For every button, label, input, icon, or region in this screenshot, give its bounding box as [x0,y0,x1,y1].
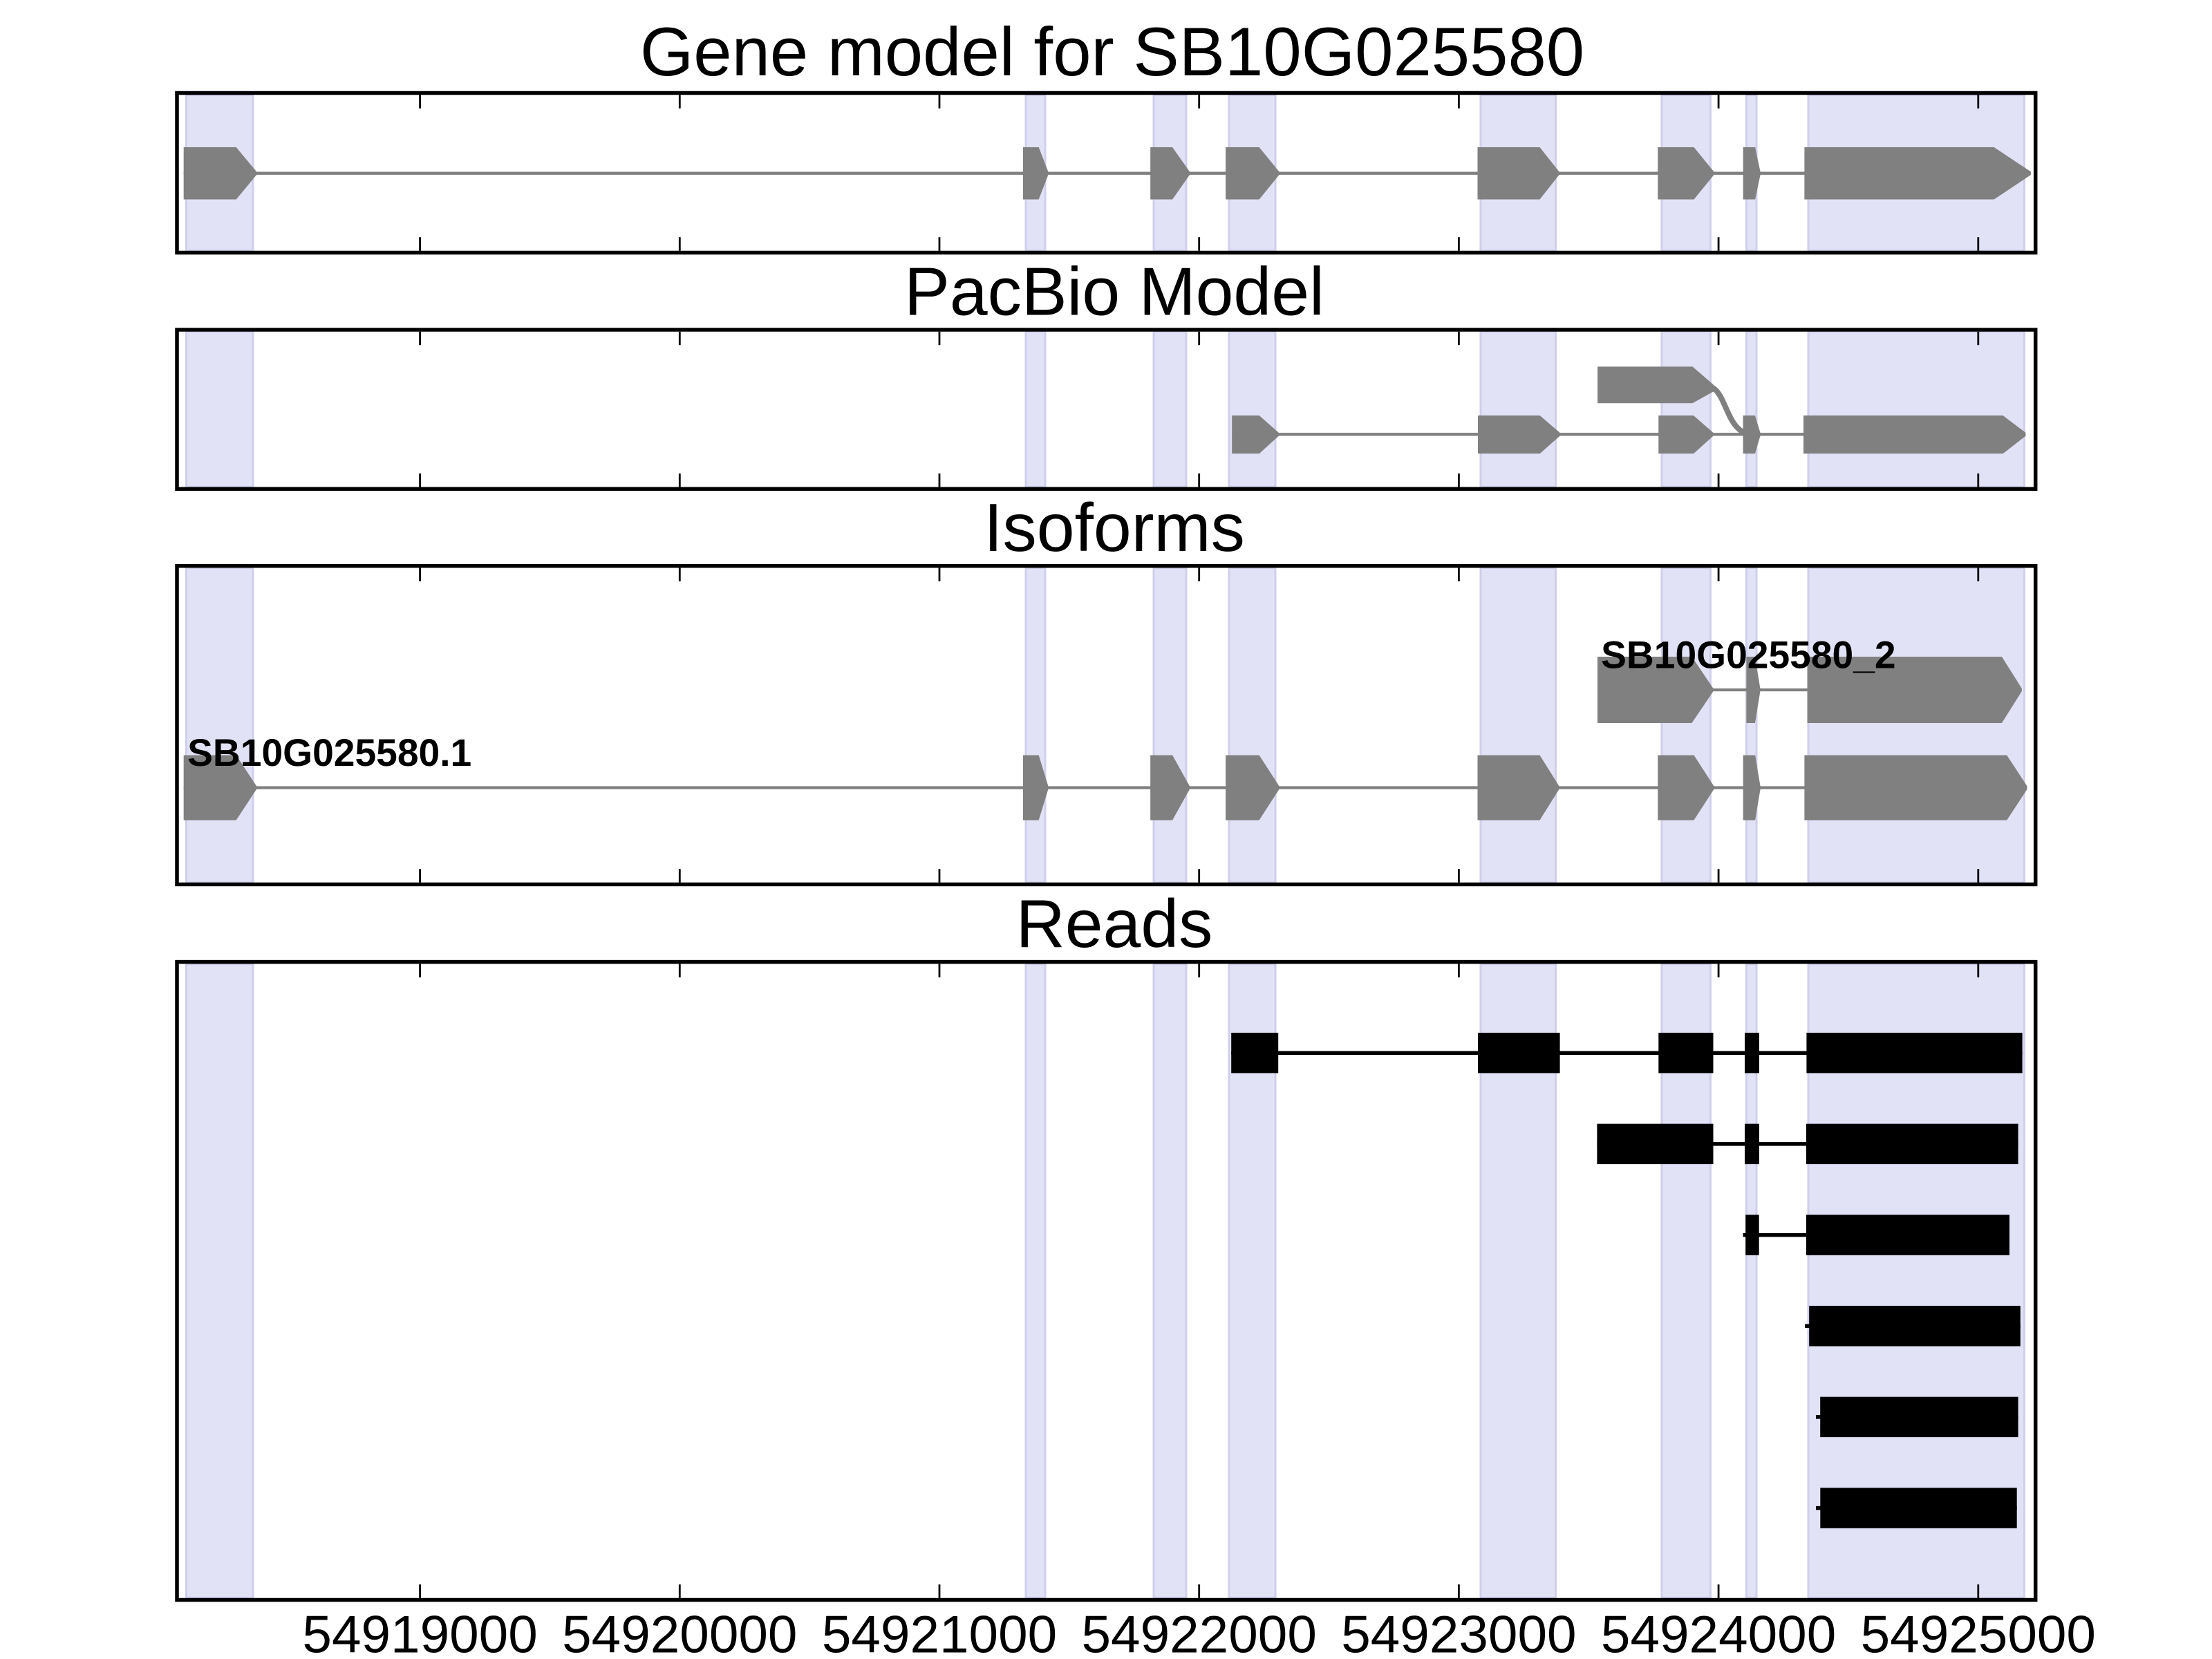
svg-text:SB10G025580.1: SB10G025580.1 [187,731,471,774]
svg-text:54924000: 54924000 [1601,1606,1836,1659]
svg-text:54921000: 54921000 [822,1606,1057,1659]
svg-text:54925000: 54925000 [1861,1606,2096,1659]
svg-text:54922000: 54922000 [1082,1606,1317,1659]
svg-text:Reads: Reads [1016,885,1213,962]
svg-text:54919000: 54919000 [302,1606,537,1659]
svg-text:54923000: 54923000 [1341,1606,1576,1659]
svg-text:SB10G025580_2: SB10G025580_2 [1601,634,1896,677]
svg-text:Gene model for SB10G025580: Gene model for SB10G025580 [640,14,1584,91]
svg-text:Isoforms: Isoforms [984,489,1245,565]
svg-text:54920000: 54920000 [562,1606,797,1659]
svg-text:PacBio Model: PacBio Model [904,254,1324,330]
